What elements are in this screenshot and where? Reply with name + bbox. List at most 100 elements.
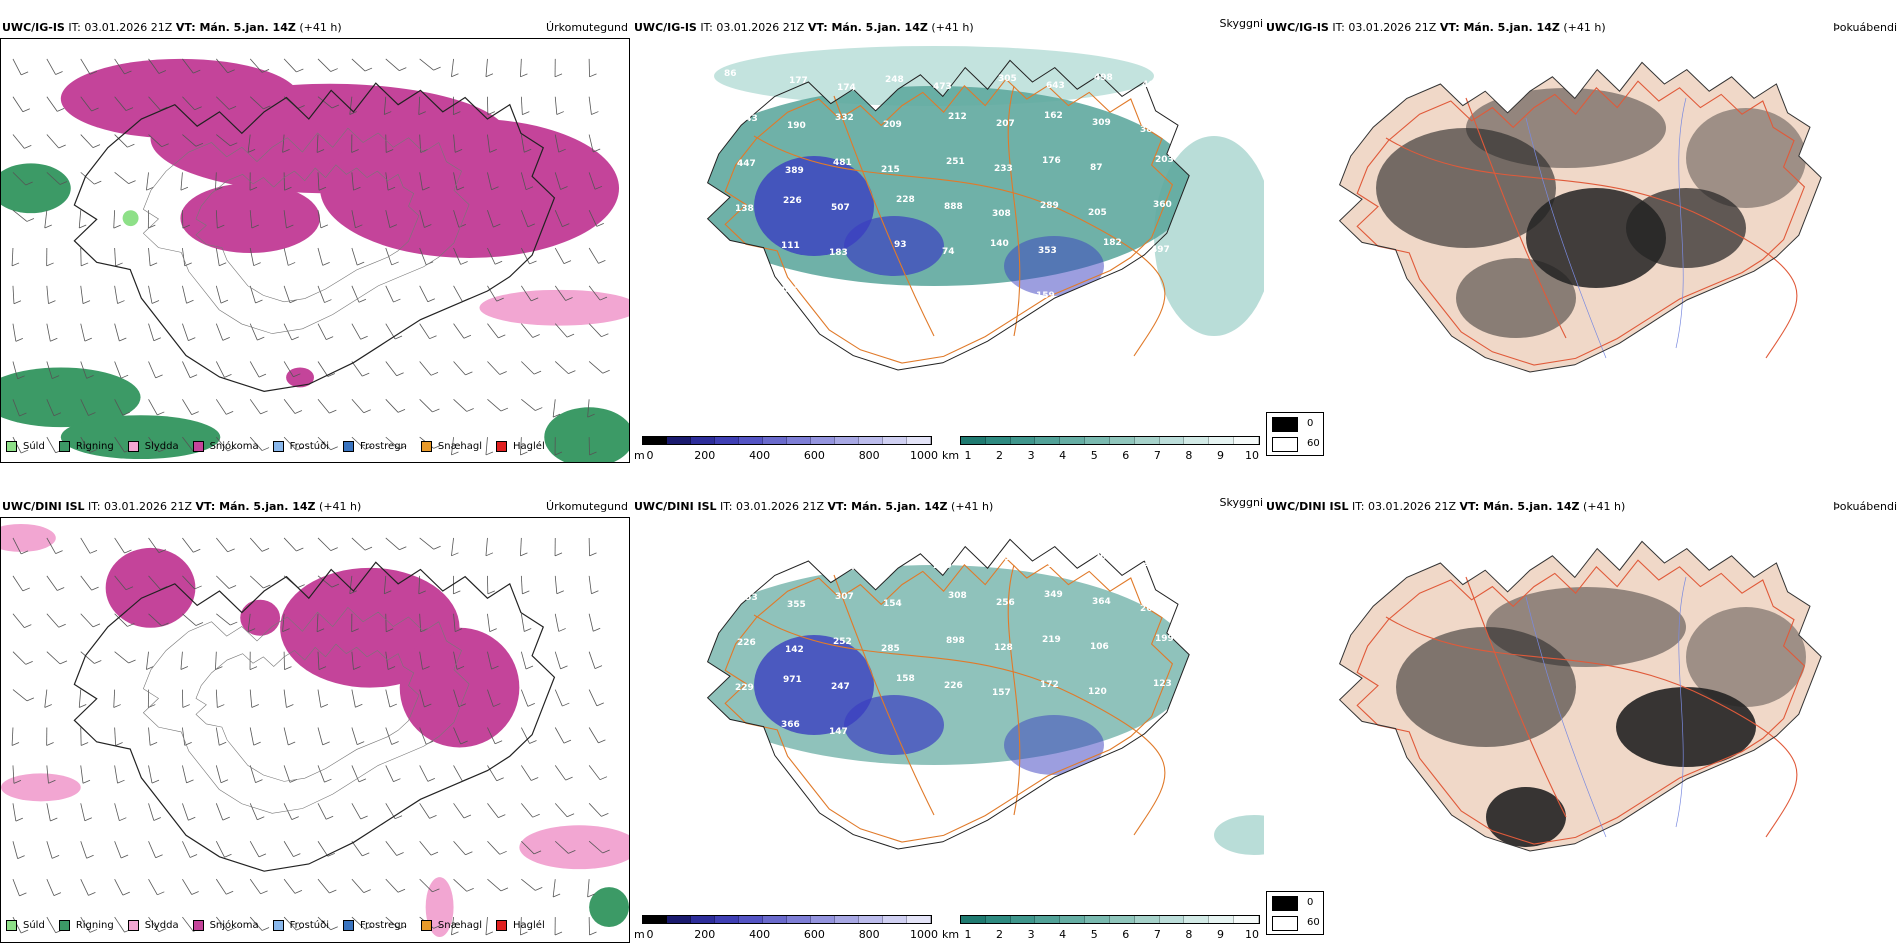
visibility-scale-row1: km 1 2 3 4 5 6 7 8 9 10 bbox=[942, 436, 1264, 462]
scale-tick-label: 1000 bbox=[910, 449, 938, 462]
scale-tick-label: 600 bbox=[803, 928, 825, 941]
visibility-value: 389 bbox=[785, 166, 804, 176]
snow-area bbox=[286, 367, 315, 388]
visibility-map-row1[interactable]: 86 177 174 248 473 305 643 498 464 443 190 332 209 21… bbox=[634, 36, 1264, 436]
visibility-value: 233 bbox=[994, 164, 1013, 174]
fog-high-swatch bbox=[1272, 417, 1298, 432]
legend-item: Súld bbox=[6, 919, 45, 931]
elevation-scale-row1: m 0 200 400 600 800 1000 bbox=[634, 436, 938, 462]
legend-item: Haglél bbox=[496, 440, 545, 452]
precip-map-row1[interactable] bbox=[0, 38, 630, 463]
visibility-value: 219 bbox=[1042, 635, 1061, 645]
fog-low-label: 60 bbox=[1307, 917, 1320, 928]
legend-swatch bbox=[420, 440, 432, 452]
scale-tick-label: 0 bbox=[646, 928, 654, 941]
visibility-value: 142 bbox=[785, 645, 804, 655]
scale-color-step bbox=[835, 916, 859, 923]
visibility-value: 138 bbox=[735, 204, 754, 214]
legend-swatch bbox=[343, 919, 354, 931]
legend-item: Snæhagl bbox=[420, 919, 482, 931]
visibility-value: 135 bbox=[998, 553, 1017, 563]
snow-area bbox=[399, 627, 520, 748]
visibility-value: 190 bbox=[787, 121, 806, 131]
visibility-value: 93 bbox=[894, 240, 907, 250]
visibility-value: 248 bbox=[885, 75, 904, 85]
visibility-value: 285 bbox=[881, 644, 900, 654]
rain-area bbox=[1, 367, 141, 428]
visibility-value: 207 bbox=[1094, 552, 1113, 562]
visibility-value: 228 bbox=[896, 195, 915, 205]
scale-tick-label: 2 bbox=[996, 928, 1004, 941]
visibility-value: 74 bbox=[942, 247, 955, 257]
scale-color-step bbox=[1184, 437, 1210, 444]
scale-color-bar bbox=[642, 436, 932, 445]
legend-item: Frostúði bbox=[272, 440, 329, 452]
visibility-value: 349 bbox=[1044, 590, 1063, 600]
visibility-value: 252 bbox=[833, 637, 852, 647]
fog-area bbox=[1396, 627, 1576, 747]
legend-label: Súld bbox=[23, 440, 45, 452]
rivers bbox=[1525, 97, 1687, 359]
scale-tick-label: 3 bbox=[1027, 928, 1035, 941]
scale-color-step bbox=[907, 437, 931, 444]
scale-color-step bbox=[811, 916, 835, 923]
legend-item: Snjókoma bbox=[192, 919, 259, 931]
scale-tick-label: 10 bbox=[1245, 449, 1259, 462]
road-network bbox=[1356, 559, 1806, 845]
legend-label: Frostregn bbox=[360, 440, 407, 452]
fog-map-row1[interactable] bbox=[1266, 38, 1896, 438]
visibility-value: 388 bbox=[1140, 125, 1159, 135]
precip-map-row2[interactable] bbox=[0, 517, 630, 943]
lead-time-label: (+41 h) bbox=[319, 500, 362, 513]
legend-swatch bbox=[6, 919, 17, 931]
lead-time-label: (+41 h) bbox=[299, 21, 342, 34]
visibility-map-row2[interactable]: 169 219 386 480 299 135 139 207 249 353 355 307 154 3… bbox=[634, 515, 1264, 915]
scale-color-step bbox=[715, 437, 739, 444]
fog-area bbox=[1456, 258, 1576, 338]
legend-label: Frostregn bbox=[360, 919, 407, 931]
legend-swatch bbox=[192, 919, 204, 931]
wind-barbs bbox=[11, 537, 610, 936]
precip-legend-row2: Súld Rigning Slydda Snjókoma Frostúði Frostre… bbox=[6, 915, 559, 935]
scale-color-step bbox=[1109, 916, 1135, 923]
scale-tick-label: 4 bbox=[1059, 928, 1067, 941]
rivers bbox=[1525, 576, 1687, 838]
fog-fields bbox=[1376, 88, 1806, 338]
visibility-fields bbox=[707, 565, 1190, 775]
low-visibility-area bbox=[844, 216, 944, 276]
visibility-value: 199 bbox=[1155, 634, 1174, 644]
legend-item: Haglél bbox=[496, 919, 545, 931]
offshore-mist bbox=[714, 46, 1154, 106]
scale-color-step bbox=[961, 916, 986, 923]
scale-tick-label: 800 bbox=[858, 928, 880, 941]
scale-color-step bbox=[739, 437, 763, 444]
legend-label: Snjókoma bbox=[209, 919, 259, 931]
scale-color-step bbox=[859, 437, 883, 444]
fog-map-row2[interactable] bbox=[1266, 517, 1896, 917]
visibility-value: 128 bbox=[994, 643, 1013, 653]
visibility-value: 360 bbox=[1153, 200, 1172, 210]
scale-color-step bbox=[715, 916, 739, 923]
scale-color-step bbox=[985, 437, 1011, 444]
visibility-value: 447 bbox=[737, 159, 756, 169]
visibility-value: 153 bbox=[844, 293, 863, 303]
visibility-value: 473 bbox=[933, 82, 952, 92]
valid-time-label: VT: Mán. 5.jan. 14Z bbox=[175, 21, 296, 34]
legend-label: Rigning bbox=[75, 440, 114, 452]
road-network bbox=[724, 557, 1174, 843]
scale-tick-label: 2 bbox=[996, 449, 1004, 462]
lead-time-label: (+41 h) bbox=[931, 21, 974, 34]
legend-item: Snæhagl bbox=[420, 440, 482, 452]
visibility-value: 147 bbox=[829, 727, 848, 737]
init-time-label: IT: 03.01.2026 21Z bbox=[1332, 21, 1437, 34]
sleet-area bbox=[519, 825, 629, 870]
scale-color-bar bbox=[960, 436, 1260, 445]
model-label: UWC/DINI ISL bbox=[634, 500, 717, 513]
init-time-label: IT: 03.01.2026 21Z bbox=[720, 500, 825, 513]
fog-area bbox=[1466, 88, 1666, 168]
scale-color-step bbox=[787, 437, 811, 444]
fog-header-row2: UWC/DINI ISL IT: 03.01.2026 21Z VT: Mán.… bbox=[1266, 499, 1625, 517]
visibility-value: 162 bbox=[1044, 111, 1063, 121]
scale-color-step bbox=[667, 916, 691, 923]
visibility-value: 497 bbox=[1151, 245, 1170, 255]
